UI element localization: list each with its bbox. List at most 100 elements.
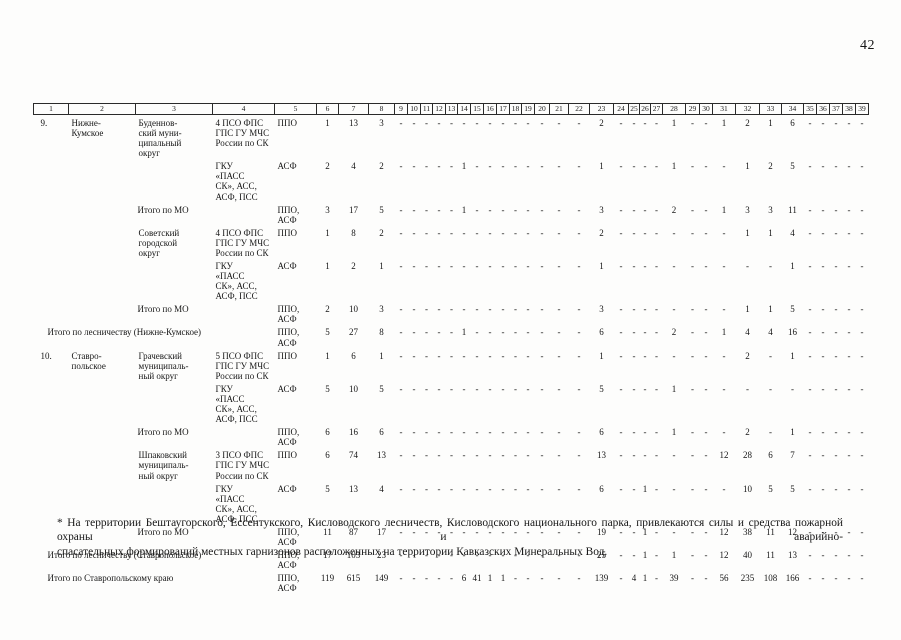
table-row: Итого по МО ППО, АСФ 6 16 6- - - - - - - - - - - - - -6- -… xyxy=(34,424,869,447)
cell-value: - xyxy=(691,450,694,461)
cell-value: 17 xyxy=(377,526,386,537)
cell-value: - xyxy=(412,573,416,584)
cell-value: 4 xyxy=(768,327,773,338)
cell-value: 2 xyxy=(599,118,604,128)
cell-value: 38 xyxy=(743,526,752,537)
cell-value: - xyxy=(643,350,647,361)
cell-forestry xyxy=(69,447,136,480)
cell-value: - xyxy=(722,427,726,438)
cell-value: - xyxy=(488,450,492,461)
cell-value: - xyxy=(643,161,647,172)
cell-value: - xyxy=(450,427,453,438)
cell-number xyxy=(34,424,69,447)
cell-value: - xyxy=(577,261,581,272)
cell-value: - xyxy=(691,304,694,315)
cell-value: - xyxy=(557,483,561,494)
cell-value: 1 xyxy=(642,526,648,537)
cell-value: - xyxy=(462,550,466,561)
column-header: 26 xyxy=(639,103,651,115)
cell-unit-type: ППО, АСФ xyxy=(277,573,300,594)
cell-value: - xyxy=(475,550,479,561)
cell-value: 2 xyxy=(671,327,677,338)
cell-value: - xyxy=(514,350,517,361)
cell-value: - xyxy=(540,450,544,461)
column-header: 1 xyxy=(33,103,69,115)
cell-value: - xyxy=(704,304,708,315)
cell-value: - xyxy=(501,118,505,128)
cell-value: - xyxy=(722,483,726,494)
cell-value: - xyxy=(821,227,825,238)
cell-value: - xyxy=(399,261,403,272)
cell-value: - xyxy=(540,304,544,315)
cell-value: - xyxy=(847,526,851,537)
table-row: Шпаковский муниципаль- ный округ 3 ПСО ФП… xyxy=(34,447,869,480)
cell-value: - xyxy=(412,118,416,128)
cell-value: - xyxy=(462,350,466,361)
cell-value: 6 xyxy=(325,427,330,438)
cell-value: - xyxy=(540,526,544,537)
cell-district xyxy=(136,381,213,424)
cell-value: - xyxy=(691,118,694,128)
cell-value: - xyxy=(475,450,479,461)
cell-value: 40 xyxy=(743,550,752,561)
cell-value: - xyxy=(632,261,636,272)
cell-value: - xyxy=(860,383,864,394)
cell-unit-type: ППО, АСФ xyxy=(277,550,300,571)
cell-value: 5 xyxy=(325,327,330,338)
cell-value: 5 xyxy=(790,304,795,315)
table-row: 10. Ставро- польское Грачевский муниципаль… xyxy=(34,348,869,381)
cell-value: - xyxy=(412,350,416,361)
cell-district xyxy=(136,158,213,201)
cell-value: 1 xyxy=(599,161,604,172)
cell-value: - xyxy=(655,161,658,172)
cell-forestry: Ставро- польское xyxy=(71,350,106,371)
cell-value: - xyxy=(501,327,505,338)
cell-value: - xyxy=(722,383,726,394)
cell-value: 1 xyxy=(671,427,677,438)
cell-value: 2 xyxy=(599,227,604,238)
cell-value: - xyxy=(557,450,561,461)
cell-unit: ГКУ «ПАСС СК», АСС, АСФ, ПСС xyxy=(215,161,258,202)
cell-unit-type: ППО xyxy=(277,450,298,461)
cell-value: - xyxy=(399,227,403,238)
cell-value: 2 xyxy=(379,161,384,172)
cell-value: 10 xyxy=(349,383,358,394)
cell-value: 27 xyxy=(349,327,358,338)
cell-value: - xyxy=(704,350,708,361)
cell-value: - xyxy=(577,118,581,128)
cell-value: - xyxy=(425,227,428,238)
cell-value: - xyxy=(540,227,544,238)
cell-value: 1 xyxy=(487,573,493,584)
forces-table-wrap: 1 2 3 4 5 6 7 8 9 10 11 12 13 14 15 16 17 18 19 20 21 22 23 24 2… xyxy=(33,103,869,594)
cell-value: - xyxy=(514,483,517,494)
cell-value: 19 xyxy=(597,526,606,537)
cell-value: - xyxy=(619,327,623,338)
cell-value: - xyxy=(632,161,636,172)
cell-value: - xyxy=(619,204,623,215)
cell-value: - xyxy=(501,350,505,361)
cell-value: - xyxy=(475,304,479,315)
column-header: 13 xyxy=(445,103,458,115)
cell-value: 3 xyxy=(599,204,604,215)
cell-value: - xyxy=(769,261,772,272)
column-header: 5 xyxy=(274,103,317,115)
cell-value: - xyxy=(808,383,812,394)
cell-value: - xyxy=(691,427,694,438)
cell-value: - xyxy=(526,573,530,584)
cell-value: - xyxy=(557,550,561,561)
cell-value: - xyxy=(860,204,864,215)
cell-value: - xyxy=(632,304,636,315)
cell-value: - xyxy=(475,227,479,238)
cell-value: - xyxy=(619,550,623,561)
cell-value: 1 xyxy=(721,118,727,128)
cell-value: 74 xyxy=(349,450,358,461)
cell-unit: 4 ПСО ФПС ГПС ГУ МЧС России по СК xyxy=(215,227,270,258)
cell-value: - xyxy=(437,304,441,315)
cell-value: - xyxy=(643,304,647,315)
cell-value: 6 xyxy=(790,118,795,128)
cell-forestry xyxy=(69,381,136,424)
cell-value: - xyxy=(540,383,544,394)
cell-value: 4 xyxy=(351,161,356,172)
cell-value: - xyxy=(425,526,428,537)
cell-value: - xyxy=(475,383,479,394)
